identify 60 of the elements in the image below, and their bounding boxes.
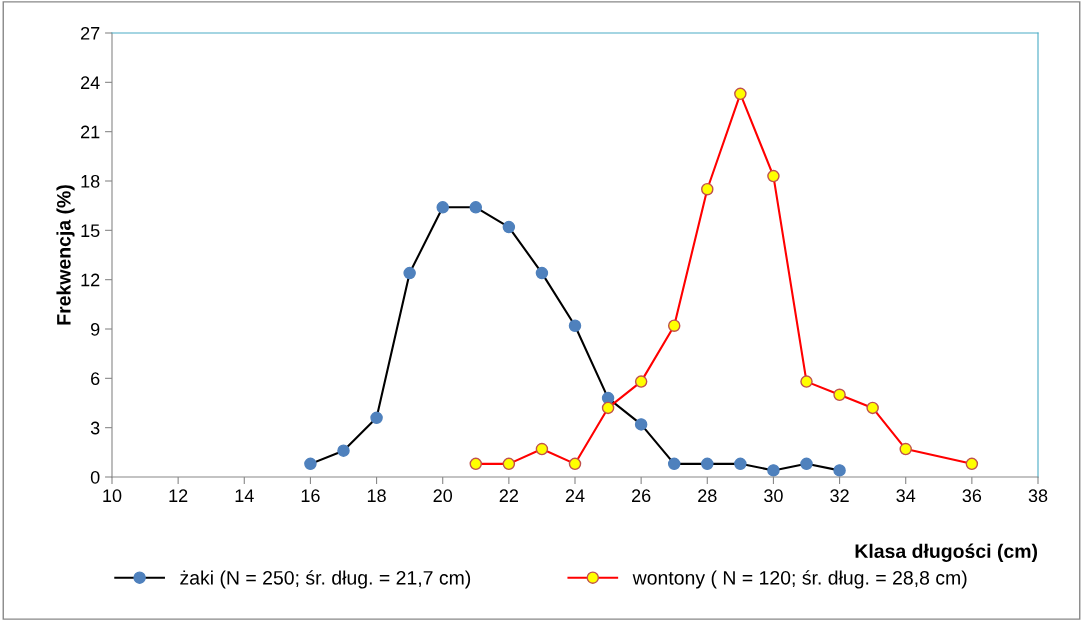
point [535, 266, 549, 280]
y-tick-label: 3 [90, 421, 100, 435]
point [502, 457, 516, 471]
x-tick-label: 36 [962, 489, 982, 503]
point [403, 266, 416, 280]
point [767, 464, 780, 477]
point [701, 457, 714, 471]
x-tick-label: 10 [103, 489, 122, 503]
y-tick-label: 9 [91, 322, 100, 336]
x-tick-label: 32 [830, 489, 849, 503]
y-axis-title: Frekwencja (%) [56, 185, 75, 325]
y-tick-label: 0 [90, 470, 100, 484]
x-tick-label: 18 [367, 489, 386, 503]
y-tick-label: 24 [81, 76, 100, 89]
point [667, 319, 681, 332]
x-tick-label: 22 [499, 489, 518, 502]
y-tick-label: 18 [81, 174, 100, 188]
y-tick-label: 27 [81, 26, 100, 40]
point [535, 442, 549, 456]
x-tick-label: 20 [433, 489, 453, 503]
point [568, 457, 582, 471]
legend-label: wontony ( N = 120; śr. dług. = 28,8 cm) [632, 570, 967, 589]
y-tick-label: 12 [81, 273, 100, 287]
point [469, 457, 483, 471]
point [502, 220, 516, 234]
point [634, 375, 648, 388]
x-tick-label: 14 [235, 489, 254, 502]
y-tick-label: 15 [81, 224, 100, 238]
point [667, 457, 681, 471]
point [767, 169, 780, 183]
point [965, 457, 979, 471]
point [899, 442, 912, 456]
x-tick-label: 24 [565, 489, 585, 502]
point [734, 457, 747, 471]
x-tick-label: 38 [1028, 489, 1048, 503]
x-tick-label: 28 [698, 489, 717, 503]
y-tick-label: 6 [91, 372, 100, 386]
x-tick-label: 30 [764, 489, 783, 503]
point [436, 201, 449, 214]
point [866, 401, 879, 415]
point [833, 464, 846, 477]
point [800, 457, 813, 471]
point [833, 388, 846, 402]
y-tick-label: 21 [81, 125, 100, 139]
x-tick-label: 16 [301, 489, 320, 503]
point [469, 201, 483, 214]
x-tick-label: 26 [632, 489, 651, 503]
point [370, 411, 383, 425]
legend-label: żaki (N = 250; śr. dług. = 21,7 cm) [180, 570, 471, 589]
point [568, 319, 582, 332]
point [701, 182, 714, 196]
point [800, 375, 813, 388]
point [634, 418, 648, 431]
point [601, 401, 615, 415]
point [337, 444, 350, 457]
x-axis-title: Klasa długości (cm) [855, 543, 1038, 562]
point [304, 457, 317, 471]
x-tick-label: 12 [169, 489, 188, 502]
x-tick-label: 34 [896, 489, 916, 503]
point [734, 87, 747, 101]
